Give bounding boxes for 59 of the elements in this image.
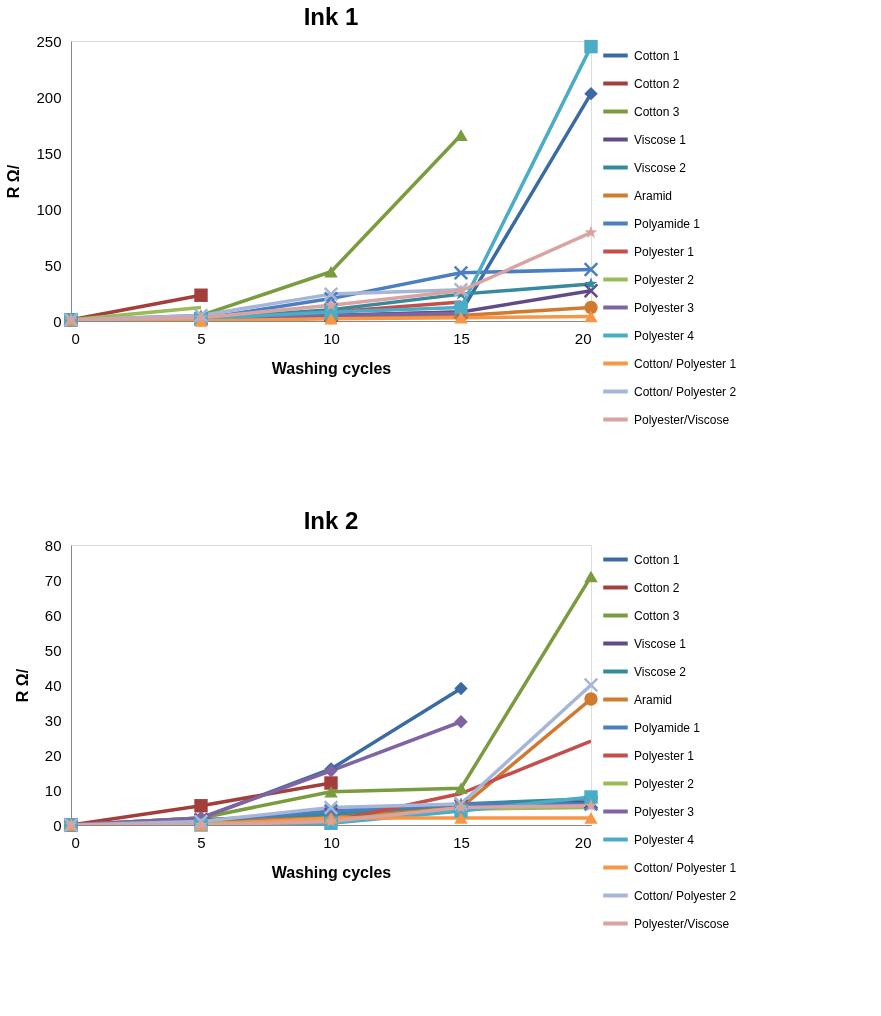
- y-tick-label: 40: [44, 676, 62, 694]
- legend-label: Aramid: [634, 188, 673, 203]
- chart-title: Ink 2: [303, 507, 359, 534]
- y-tick-label: 50: [44, 641, 62, 659]
- legend-label: Aramid: [634, 692, 673, 707]
- y-axis-title: R Ω/: [5, 164, 23, 199]
- x-tick-label: 0: [71, 329, 80, 347]
- x-tick-label: 5: [197, 329, 206, 347]
- x-axis-title: Washing cycles: [271, 863, 392, 881]
- y-tick-label: 0: [53, 816, 62, 834]
- y-tick-label: 20: [44, 746, 62, 764]
- x-tick-label: 5: [197, 833, 206, 851]
- y-tick-label: 200: [36, 88, 62, 106]
- legend-label: Polyamide 1: [634, 720, 701, 735]
- legend-label: Viscose 2: [634, 664, 687, 679]
- x-tick-label: 15: [453, 329, 470, 347]
- x-tick-label: 10: [323, 329, 340, 347]
- y-tick-label: 60: [44, 606, 62, 624]
- legend-label: Polyester 4: [634, 328, 695, 343]
- chart-title: Ink 1: [303, 3, 359, 30]
- x-tick-label: 10: [323, 833, 340, 851]
- x-tick-label: 15: [453, 833, 470, 851]
- y-tick-label: 80: [44, 536, 62, 554]
- legend-label: Cotton 2: [634, 580, 680, 595]
- legend-label: Polyester 2: [634, 272, 695, 287]
- legend-label: Viscose 1: [634, 636, 687, 651]
- legend-label: Polyester/Viscose: [634, 916, 730, 931]
- y-tick-label: 0: [53, 312, 62, 330]
- y-axis-title: R Ω/: [13, 668, 31, 703]
- y-tick-label: 100: [36, 200, 62, 218]
- y-tick-label: 50: [44, 256, 62, 274]
- y-tick-label: 250: [36, 32, 62, 50]
- legend-label: Polyester 2: [634, 776, 695, 791]
- legend-label: Polyester 3: [634, 300, 695, 315]
- x-tick-label: 0: [71, 833, 80, 851]
- legend-label: Viscose 2: [634, 160, 687, 175]
- y-tick-label: 10: [44, 781, 62, 799]
- legend-label: Polyester 3: [634, 804, 695, 819]
- legend-label: Polyamide 1: [634, 216, 701, 231]
- y-tick-label: 150: [36, 144, 62, 162]
- x-axis-title: Washing cycles: [271, 359, 392, 377]
- legend-label: Cotton 3: [634, 104, 680, 119]
- legend-label: Viscose 1: [634, 132, 687, 147]
- legend-label: Cotton 3: [634, 608, 680, 623]
- legend-label: Cotton 1: [634, 48, 680, 63]
- legend-label: Cotton 1: [634, 552, 680, 567]
- y-tick-label: 70: [44, 571, 62, 589]
- legend-label: Polyester 4: [634, 832, 695, 847]
- x-tick-label: 20: [574, 329, 592, 347]
- legend-label: Polyester 1: [634, 748, 695, 763]
- legend-label: Cotton 2: [634, 76, 680, 91]
- legend-label: Polyester/Viscose: [634, 412, 730, 427]
- legend-label: Cotton/ Polyester 1: [634, 356, 737, 371]
- legend-label: Cotton/ Polyester 2: [634, 888, 737, 903]
- legend-label: Cotton/ Polyester 2: [634, 384, 737, 399]
- legend-label: Polyester 1: [634, 244, 695, 259]
- y-tick-label: 30: [44, 711, 62, 729]
- x-tick-label: 20: [574, 833, 592, 851]
- legend-label: Cotton/ Polyester 1: [634, 860, 737, 875]
